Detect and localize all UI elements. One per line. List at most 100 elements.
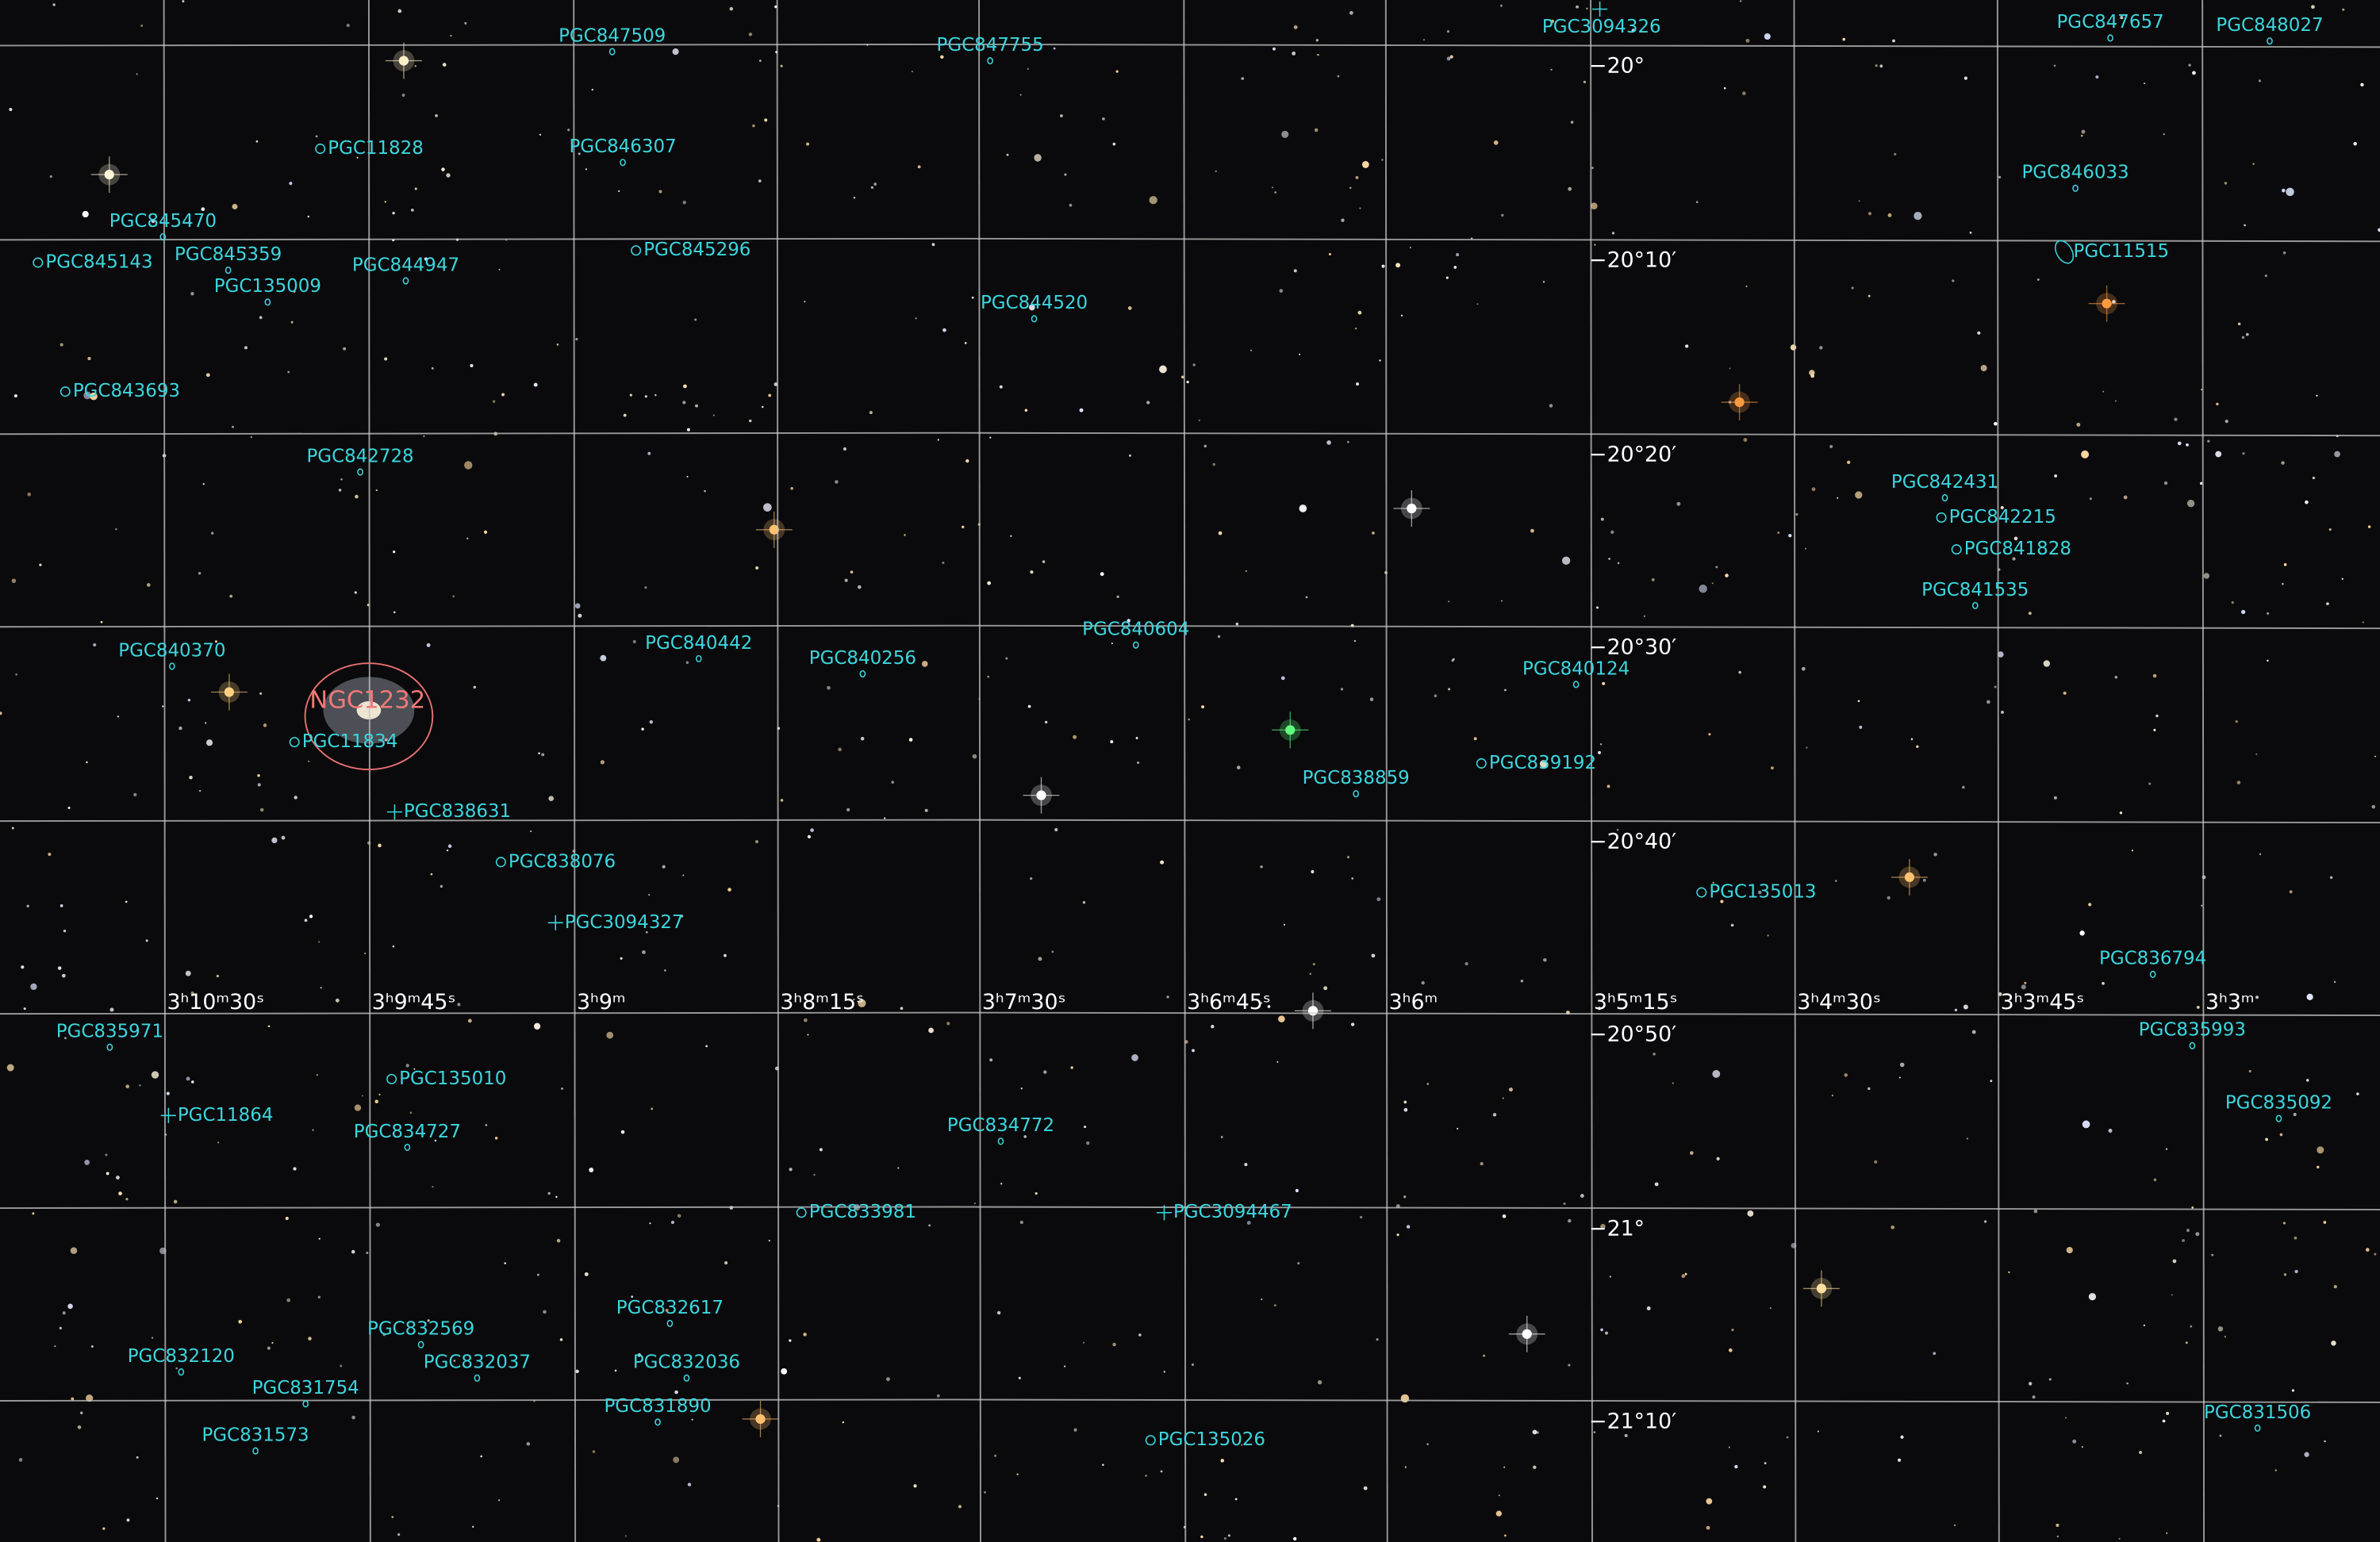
star xyxy=(189,775,193,780)
star xyxy=(665,1308,669,1312)
star xyxy=(2244,224,2246,227)
star xyxy=(561,1087,563,1090)
star xyxy=(1404,1466,1407,1468)
star xyxy=(397,9,402,13)
dec-label: −20° xyxy=(1589,54,1645,79)
object-marker xyxy=(2189,1041,2196,1049)
star xyxy=(2114,675,2118,679)
star xyxy=(2123,495,2128,500)
star xyxy=(432,1186,434,1188)
star xyxy=(374,1099,378,1103)
star xyxy=(1295,1188,1299,1193)
star xyxy=(2216,402,2219,406)
object-label: PGC847509 xyxy=(559,25,666,46)
star xyxy=(1082,901,1086,904)
star xyxy=(2056,1523,2059,1527)
star xyxy=(82,210,89,218)
object-marker xyxy=(159,232,167,241)
star xyxy=(1192,363,1196,366)
star xyxy=(1600,517,1604,521)
star xyxy=(574,603,581,609)
star xyxy=(1729,1348,1733,1352)
star xyxy=(761,405,764,409)
star xyxy=(858,999,866,1007)
star xyxy=(391,1516,394,1518)
star xyxy=(1102,117,1105,121)
star xyxy=(2274,1469,2277,1471)
star xyxy=(2279,1133,2283,1137)
star xyxy=(27,492,32,497)
star xyxy=(2195,1232,2200,1237)
star xyxy=(1747,1210,1754,1217)
star xyxy=(1892,39,1895,43)
star xyxy=(1977,331,1981,335)
object-marker xyxy=(1592,1,1608,17)
star xyxy=(1000,1183,1003,1185)
star xyxy=(483,530,488,534)
star xyxy=(1887,213,1892,217)
object-label: PGC11864 xyxy=(178,1105,274,1126)
star xyxy=(1745,38,1750,43)
star xyxy=(1250,349,1253,352)
star xyxy=(651,1107,654,1110)
star xyxy=(1449,55,1453,59)
star xyxy=(803,1333,807,1337)
star xyxy=(2312,476,2315,480)
ra-label: 3ʰ10ᵐ30ˢ xyxy=(167,990,264,1015)
star xyxy=(1192,1049,1195,1053)
star xyxy=(48,853,52,857)
star xyxy=(729,6,734,11)
star xyxy=(2305,500,2309,504)
star xyxy=(781,1367,788,1375)
star xyxy=(2255,753,2258,755)
star xyxy=(109,1007,114,1012)
object-label: PGC844947 xyxy=(352,255,459,275)
star xyxy=(375,489,378,492)
star xyxy=(1217,635,1221,639)
star xyxy=(2190,1325,2193,1328)
star xyxy=(748,33,753,36)
object-marker xyxy=(315,144,326,155)
star xyxy=(464,461,473,470)
star xyxy=(2267,659,2269,662)
star xyxy=(61,973,66,978)
star xyxy=(672,48,679,56)
star xyxy=(2102,390,2105,393)
star xyxy=(1764,33,1771,40)
star xyxy=(1723,86,1726,90)
star xyxy=(2203,573,2210,579)
star xyxy=(1597,1007,1602,1011)
star xyxy=(0,712,2,715)
dec-grid-line xyxy=(0,432,2380,437)
star xyxy=(768,393,772,397)
star xyxy=(2028,612,2032,616)
object-marker xyxy=(495,857,506,868)
star xyxy=(133,792,137,796)
star xyxy=(559,1338,563,1341)
star xyxy=(1376,1338,1379,1341)
star xyxy=(704,490,706,493)
star xyxy=(1898,1458,1902,1462)
star xyxy=(187,698,191,702)
star xyxy=(1261,1298,1263,1301)
star xyxy=(60,904,63,907)
star xyxy=(1293,1536,1297,1541)
object-label: PGC845470 xyxy=(109,211,217,232)
star xyxy=(424,257,428,261)
star xyxy=(1434,694,1438,698)
star xyxy=(2236,781,2241,784)
star xyxy=(2304,1452,2309,1457)
ra-grid-line xyxy=(2202,0,2205,1542)
star xyxy=(1763,1485,1767,1489)
star xyxy=(575,338,578,341)
star xyxy=(2163,133,2165,136)
object-label: PGC840442 xyxy=(645,633,752,654)
star xyxy=(140,24,144,27)
star xyxy=(1312,963,1315,966)
star xyxy=(2367,525,2371,528)
star xyxy=(2255,995,2259,999)
star xyxy=(15,673,18,676)
star xyxy=(641,727,644,731)
star xyxy=(1570,121,1574,124)
object-label: PGC834727 xyxy=(354,1122,461,1142)
